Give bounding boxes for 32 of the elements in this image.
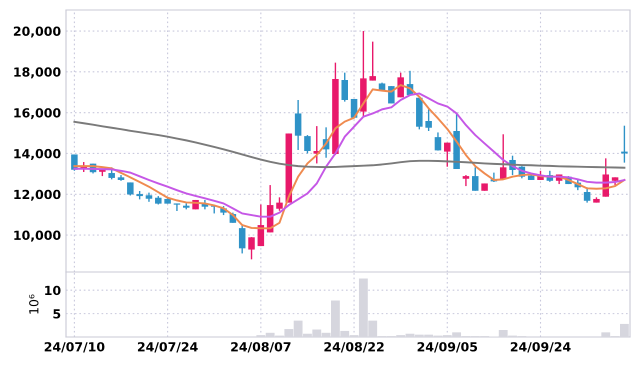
y-tick-label: 5	[53, 309, 60, 319]
candlestick	[294, 99, 302, 151]
y-axis-title: 10⁶	[29, 294, 39, 314]
candlestick	[127, 182, 134, 196]
x-tick-label: 24/09/05	[418, 342, 478, 353]
x-tick-label: 24/08/07	[231, 342, 290, 353]
candlestick	[258, 204, 264, 247]
y-tick-label: 20,000	[14, 26, 61, 38]
candlestick	[425, 108, 432, 132]
candlestick	[369, 40, 376, 82]
y-tick-label: 18,000	[14, 67, 61, 78]
candlestick	[304, 134, 311, 154]
candlestick	[621, 125, 628, 164]
candlestick	[584, 186, 590, 204]
x-tick-label: 24/08/22	[324, 342, 384, 353]
y-tick-label: 10,000	[14, 230, 61, 242]
x-tick-label: 24/07/24	[138, 342, 198, 353]
x-tick-label: 24/07/10	[44, 342, 104, 353]
y-tick-label: 14,000	[14, 148, 61, 160]
y-tick-label: 16,000	[14, 108, 61, 120]
candlestick	[341, 72, 348, 102]
candlestick	[434, 132, 442, 152]
candlestick	[444, 142, 451, 168]
candlestick	[472, 166, 479, 192]
x-tick-label: 24/09/24	[510, 342, 571, 353]
candlestick	[238, 224, 246, 254]
candlestick	[276, 196, 283, 212]
candlestick	[462, 174, 470, 187]
y-tick-label: 12,000	[14, 190, 61, 201]
candlestick	[248, 236, 255, 260]
line-series	[73, 120, 626, 169]
y-tick-label: 10	[45, 286, 61, 296]
